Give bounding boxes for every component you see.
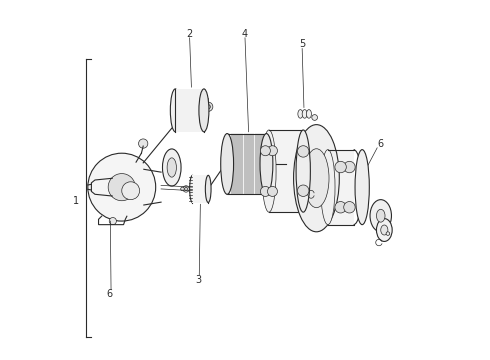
Circle shape xyxy=(335,202,346,213)
Circle shape xyxy=(260,186,270,197)
Text: 6: 6 xyxy=(378,139,384,149)
Circle shape xyxy=(108,174,135,201)
Circle shape xyxy=(335,161,346,173)
Ellipse shape xyxy=(306,110,312,118)
Circle shape xyxy=(183,186,189,192)
Bar xyxy=(193,175,208,203)
Circle shape xyxy=(109,217,117,225)
Circle shape xyxy=(185,188,188,190)
Ellipse shape xyxy=(355,150,369,225)
Ellipse shape xyxy=(199,89,209,132)
Circle shape xyxy=(181,187,184,191)
Circle shape xyxy=(312,114,318,120)
Text: 4: 4 xyxy=(242,28,248,39)
Ellipse shape xyxy=(304,149,329,208)
Ellipse shape xyxy=(190,175,196,203)
Ellipse shape xyxy=(171,89,180,132)
Text: 1: 1 xyxy=(74,197,79,206)
Circle shape xyxy=(122,182,140,200)
Bar xyxy=(328,150,354,225)
Circle shape xyxy=(88,153,156,221)
Ellipse shape xyxy=(381,225,388,235)
Circle shape xyxy=(203,102,213,111)
Circle shape xyxy=(343,202,355,213)
Bar xyxy=(175,89,204,132)
Text: 3: 3 xyxy=(196,275,201,285)
Ellipse shape xyxy=(296,130,310,212)
Ellipse shape xyxy=(294,125,339,232)
Circle shape xyxy=(268,186,277,197)
Circle shape xyxy=(386,232,390,235)
Circle shape xyxy=(297,146,309,157)
Ellipse shape xyxy=(163,149,181,186)
Text: 6: 6 xyxy=(106,289,112,299)
Circle shape xyxy=(343,161,355,173)
Ellipse shape xyxy=(262,130,276,212)
Ellipse shape xyxy=(298,110,303,118)
Circle shape xyxy=(206,105,210,109)
Ellipse shape xyxy=(376,209,385,222)
Circle shape xyxy=(297,185,309,197)
Circle shape xyxy=(139,139,148,148)
Text: 5: 5 xyxy=(313,197,319,206)
Ellipse shape xyxy=(205,175,211,203)
Text: 5: 5 xyxy=(299,39,305,49)
Ellipse shape xyxy=(302,110,307,118)
Ellipse shape xyxy=(370,200,392,232)
Bar xyxy=(269,130,303,212)
Ellipse shape xyxy=(260,134,273,194)
Circle shape xyxy=(260,146,270,156)
Ellipse shape xyxy=(376,219,392,242)
Text: 2: 2 xyxy=(187,28,193,39)
Ellipse shape xyxy=(167,158,176,177)
Ellipse shape xyxy=(321,150,335,225)
Circle shape xyxy=(268,146,277,156)
Ellipse shape xyxy=(220,134,234,194)
Bar xyxy=(227,134,267,194)
